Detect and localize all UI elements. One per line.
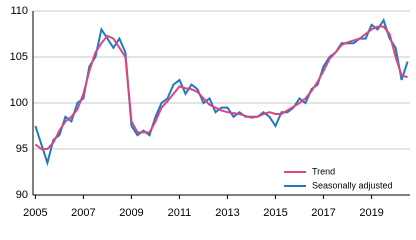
x-tick-label: 2019 [359,207,383,219]
x-tick-label: 2011 [168,207,192,219]
legend-label: Trend [312,166,335,176]
y-tick-label: 110 [10,5,28,17]
legend-box [280,164,408,194]
x-tick-label: 2015 [263,207,287,219]
x-tick-label: 2005 [23,207,47,219]
legend-label: Seasonally adjusted [312,180,393,190]
y-tick-label: 100 [10,97,28,109]
chart: 90 95 100 105 110 2005 2007 2009 2011 2013 2015 201… [10,5,410,219]
x-tick-label: 2007 [71,207,95,219]
x-tick-label: 2017 [311,207,335,219]
y-tick-label: 95 [16,143,28,155]
x-tick-label: 2013 [215,207,239,219]
series-line [34,25,408,150]
y-tick-label: 105 [10,51,28,63]
x-tick-label: 2009 [119,207,143,219]
y-tick-label: 90 [16,189,28,201]
